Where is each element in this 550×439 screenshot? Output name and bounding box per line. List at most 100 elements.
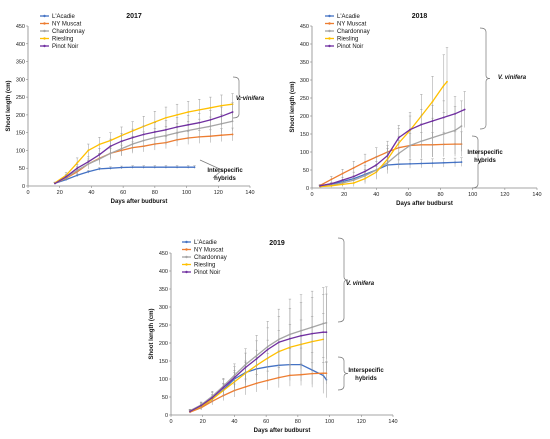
- legend-marker: [328, 29, 331, 33]
- annotation-hybrids-line2: hybrids: [355, 376, 377, 382]
- y-tick-label: 400: [159, 269, 168, 275]
- series-line: [319, 81, 448, 188]
- y-tick-label: 0: [22, 184, 25, 190]
- annotation-hybrids-line2: hybrids: [474, 158, 496, 164]
- series-pinot-noir: [188, 293, 328, 413]
- y-tick-label: 150: [159, 359, 168, 365]
- data-point: [330, 182, 333, 185]
- legend-label: Riesling: [52, 37, 73, 43]
- y-tick-label: 350: [159, 287, 168, 293]
- data-point: [325, 372, 328, 375]
- data-point: [211, 396, 214, 399]
- annotation-vinifera: V. vinifera: [236, 96, 265, 102]
- data-point: [289, 374, 291, 377]
- data-point: [176, 166, 178, 169]
- legend-marker: [43, 22, 46, 25]
- series-line: [189, 331, 327, 412]
- data-point: [231, 111, 234, 113]
- legend-label: Chardonnay: [52, 29, 85, 35]
- chart-title: 2018: [412, 13, 428, 20]
- legend-marker: [185, 263, 188, 266]
- data-point: [330, 184, 333, 187]
- y-tick-label: 300: [16, 77, 25, 83]
- data-point: [187, 111, 190, 113]
- y-tick-label: 50: [303, 168, 309, 174]
- data-point: [364, 161, 366, 163]
- data-point: [220, 134, 223, 137]
- legend-label: NY Muscat: [52, 22, 82, 28]
- data-point: [364, 170, 366, 173]
- data-point: [198, 121, 201, 124]
- data-point: [76, 174, 79, 177]
- data-point: [65, 175, 67, 178]
- annotation-hybrids-line1: Interspecific: [348, 368, 384, 374]
- legend-label: Riesling: [194, 263, 215, 269]
- legend-label: L'Acadie: [194, 240, 217, 246]
- data-point: [120, 166, 123, 169]
- data-point: [87, 149, 90, 152]
- data-point: [266, 379, 269, 382]
- y-tick-label: 250: [300, 96, 309, 102]
- y-tick-label: 0: [165, 413, 168, 419]
- annotation-hybrids-line1: Interspecific: [207, 168, 243, 174]
- y-tick-label: 100: [300, 150, 309, 156]
- data-point: [220, 104, 223, 107]
- data-point: [311, 332, 314, 335]
- data-point: [352, 166, 355, 169]
- annotation-vinifera: V. vinifera: [498, 75, 527, 81]
- data-point: [209, 135, 212, 138]
- legend-marker: [43, 29, 46, 33]
- legend-label: NY Muscat: [337, 22, 367, 28]
- data-point: [341, 183, 344, 186]
- annotation-hybrids-line1: Interspecific: [467, 150, 503, 156]
- data-point: [454, 112, 456, 115]
- data-point: [200, 404, 203, 407]
- data-point: [420, 162, 423, 165]
- y-tick-label: 200: [159, 341, 168, 347]
- y-axis-label: Shoot length (cm): [6, 81, 12, 132]
- hybrids-brace: [199, 159, 223, 179]
- y-tick-label: 100: [16, 148, 25, 154]
- y-tick-label: 450: [300, 24, 309, 30]
- data-point: [244, 386, 247, 388]
- y-tick-label: 300: [300, 78, 309, 84]
- y-tick-label: 400: [16, 42, 25, 48]
- legend-label: Chardonnay: [337, 29, 370, 35]
- x-tick-label: 120: [214, 190, 223, 196]
- series-line: [189, 363, 327, 413]
- y-tick-label: 350: [300, 60, 309, 66]
- data-point: [76, 167, 79, 170]
- x-tick-label: 20: [200, 419, 206, 425]
- series-ny-muscat: [318, 131, 463, 187]
- vinifera-brace: [232, 76, 244, 119]
- data-point: [255, 357, 258, 360]
- vinifera-brace: [337, 237, 349, 323]
- legend-label: Riesling: [337, 37, 358, 43]
- chart-panel-2018: 0 50 100 150 200 250 300 350 400 450 0 20 40 60 80 100 1…: [290, 13, 542, 207]
- legend-label: L'Acadie: [52, 14, 75, 20]
- x-tick-label: 80: [295, 419, 301, 425]
- data-point: [120, 140, 123, 143]
- y-tick-label: 200: [300, 114, 309, 120]
- data-point: [431, 162, 434, 165]
- data-point: [454, 161, 456, 164]
- x-tick-label: 40: [373, 192, 379, 198]
- y-tick-label: 400: [300, 42, 309, 48]
- annotation-hybrids-line2: hybrids: [214, 176, 236, 182]
- data-point: [420, 140, 423, 143]
- data-point: [460, 125, 463, 127]
- series-chardonnay: [188, 286, 328, 413]
- data-point: [222, 386, 225, 389]
- data-point: [442, 84, 445, 87]
- data-point: [277, 341, 280, 344]
- data-point: [76, 161, 79, 164]
- data-point: [87, 170, 90, 173]
- data-point: [109, 145, 112, 148]
- series-line: [319, 108, 465, 187]
- data-point: [220, 115, 223, 118]
- data-point: [153, 131, 156, 133]
- y-tick-label: 250: [159, 323, 168, 329]
- legend-label: Pinot Noir: [52, 44, 78, 50]
- chart-panel-2019: 0 50 100 150 200 250 300 350 400 450 0 20 40 60 80 100 1…: [149, 237, 398, 434]
